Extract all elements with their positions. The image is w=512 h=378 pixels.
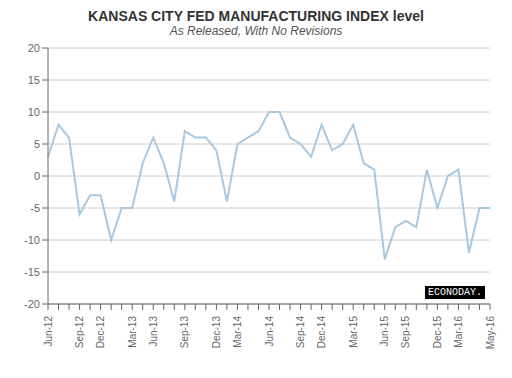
svg-text:Mar-14: Mar-14 xyxy=(232,316,243,348)
svg-text:-15: -15 xyxy=(24,266,40,278)
svg-text:-5: -5 xyxy=(30,202,40,214)
svg-text:0: 0 xyxy=(34,170,40,182)
svg-text:Mar-16: Mar-16 xyxy=(453,316,464,348)
svg-text:Dec-14: Dec-14 xyxy=(316,316,327,349)
svg-text:Mar-15: Mar-15 xyxy=(348,316,359,348)
svg-text:Dec-15: Dec-15 xyxy=(432,316,443,349)
svg-text:20: 20 xyxy=(28,42,40,54)
svg-text:10: 10 xyxy=(28,106,40,118)
svg-text:5: 5 xyxy=(34,138,40,150)
svg-text:Jun-13: Jun-13 xyxy=(148,316,159,347)
html-text:KANSAS CITY FED MANUFACTURING: KANSAS CITY FED MANUFACTURING INDEX leve… xyxy=(88,8,424,24)
svg-text:Dec-13: Dec-13 xyxy=(211,316,222,349)
svg-text:Sep-12: Sep-12 xyxy=(74,316,85,349)
svg-text:Mar-13: Mar-13 xyxy=(127,316,138,348)
svg-text:Sep-13: Sep-13 xyxy=(179,316,190,349)
svg-text:Sep-14: Sep-14 xyxy=(295,316,306,349)
svg-text:Sep-15: Sep-15 xyxy=(400,316,411,349)
svg-text:Jun-14: Jun-14 xyxy=(264,316,275,347)
html-text:As Released, With No Revisions: As Released, With No Revisions xyxy=(169,24,343,38)
svg-text:Dec-12: Dec-12 xyxy=(95,316,106,349)
svg-text:May-16: May-16 xyxy=(485,316,496,350)
svg-text:-20: -20 xyxy=(24,298,40,310)
svg-text:Jun-15: Jun-15 xyxy=(379,316,390,347)
svg-text:-10: -10 xyxy=(24,234,40,246)
svg-text:Jun-12: Jun-12 xyxy=(43,316,54,347)
html-text:ECONODAY.: ECONODAY. xyxy=(428,287,482,298)
svg-text:15: 15 xyxy=(28,74,40,86)
